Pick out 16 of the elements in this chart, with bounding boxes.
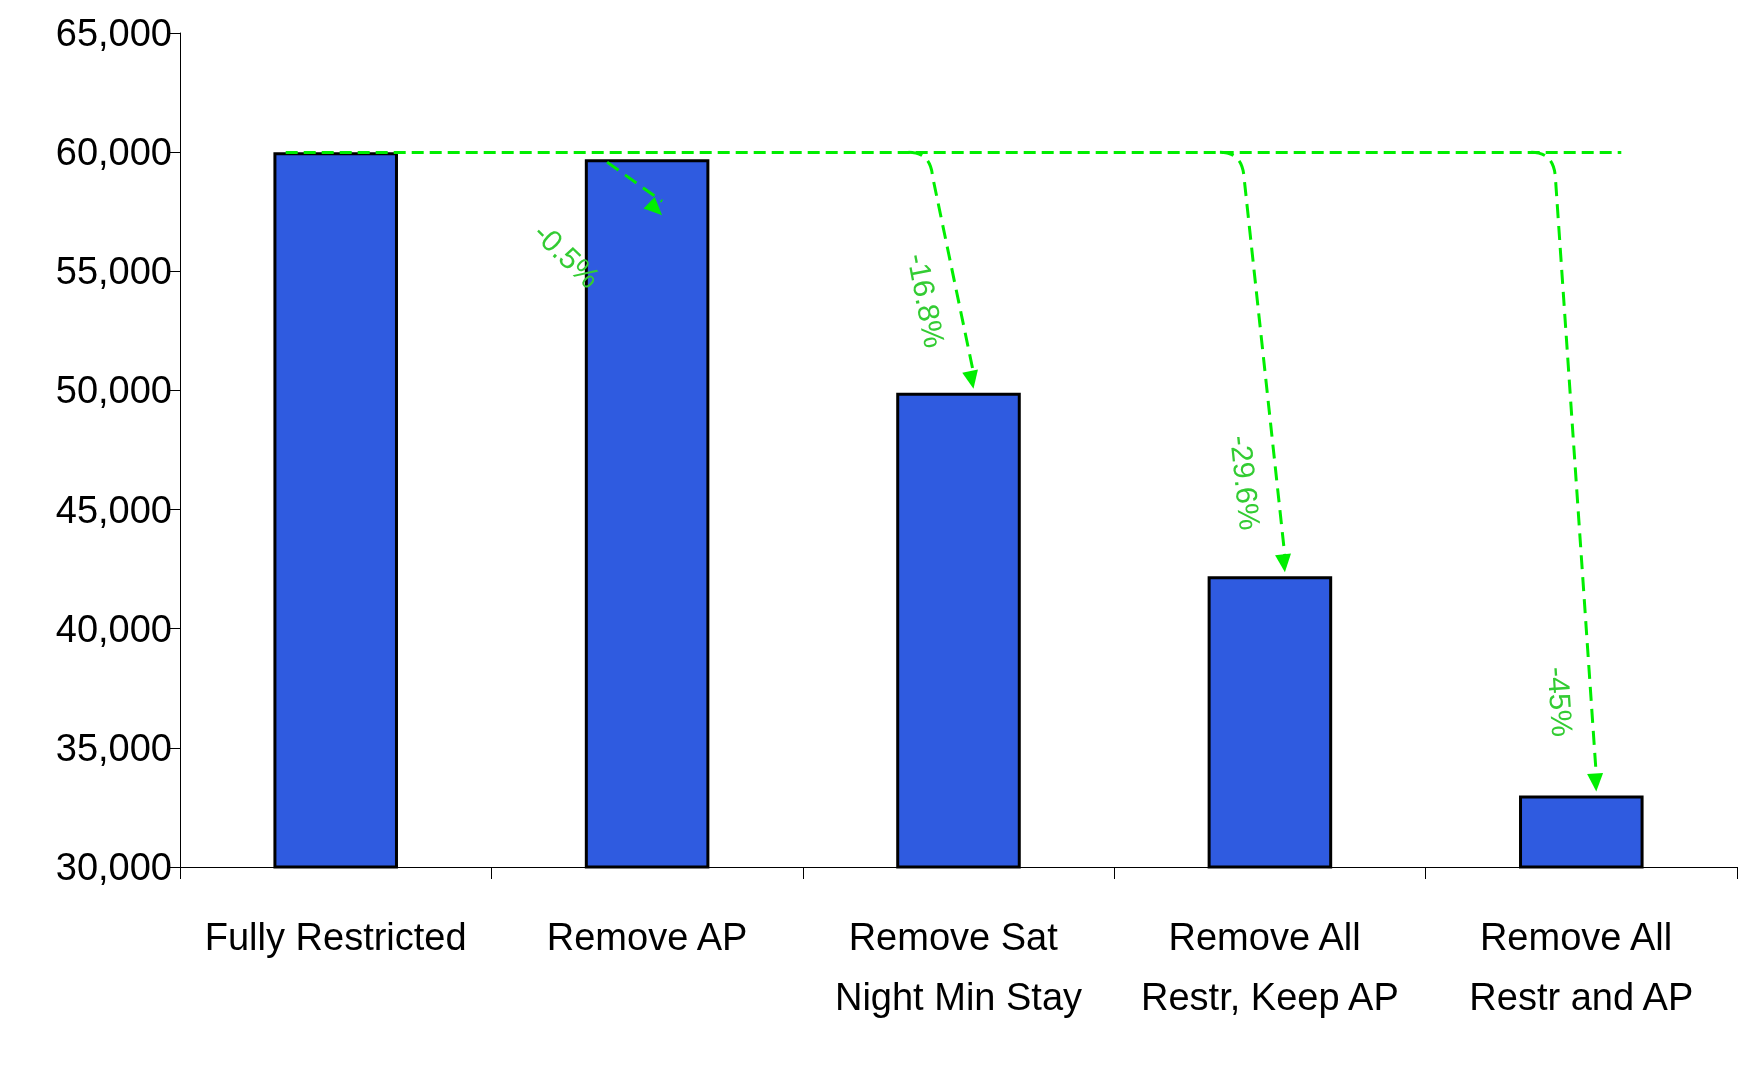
x-tick-label: Fully Restricted: [204, 916, 467, 958]
y-tick-label: 35,000: [55, 726, 172, 769]
y-tick-label: 60,000: [55, 131, 172, 174]
annotation: -16.8%: [901, 250, 952, 351]
x-tick-label: Remove Sat Night Min Stay: [834, 916, 1083, 1018]
y-tick-label: 50,000: [55, 369, 172, 412]
y-tick-label: 40,000: [55, 607, 172, 650]
y-tick-label: 45,000: [55, 488, 172, 531]
x-tick-label: Remove All Restr, Keep AP: [1141, 916, 1399, 1018]
annotation: -45%: [1541, 665, 1580, 738]
y-tick-label: 55,000: [55, 250, 172, 293]
y-tick-label: 30,000: [55, 846, 172, 888]
x-tick-label: Remove All Restr and AP: [1469, 916, 1694, 1018]
x-tick-label: Remove AP: [546, 916, 748, 958]
y-tick-label: 65,000: [55, 12, 172, 54]
annotation: -29.6%: [1224, 433, 1267, 532]
